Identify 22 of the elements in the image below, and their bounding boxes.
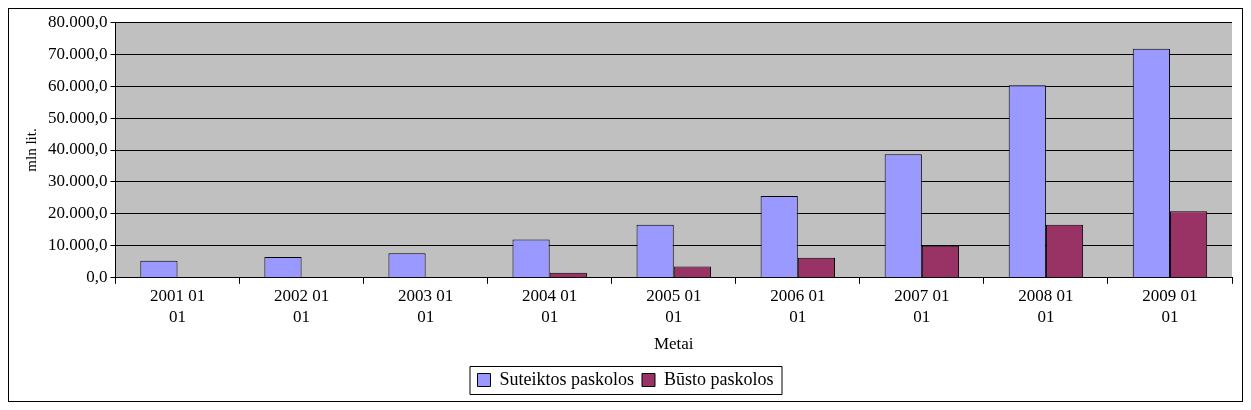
y-tick-label: 50.000,0 (48, 107, 108, 127)
x-tick-label: 2003 01 01 (398, 286, 454, 326)
y-tick-label: 80.000,0 (48, 11, 108, 31)
y-tick-label: 60.000,0 (48, 75, 108, 95)
y-tick-label: 10.000,0 (48, 235, 108, 255)
y-tick-label: 30.000,0 (48, 171, 108, 191)
y-axis-title: mln lit. (22, 128, 39, 172)
x-tick-label: 2007 01 01 (894, 286, 950, 326)
y-tick-label: 40.000,0 (48, 139, 108, 159)
legend-label: Būsto paskolos (664, 368, 774, 389)
x-tick-label: 2002 01 01 (273, 286, 330, 326)
x-tick-label: 2001 01 01 (149, 286, 206, 326)
x-tick-label: 2009 01 01 (1142, 286, 1198, 326)
y-tick-label: 20.000,0 (48, 203, 108, 223)
x-tick-label: 2008 01 01 (1018, 286, 1074, 326)
x-tick-label: 2006 01 01 (770, 286, 826, 326)
x-axis-title: Metai (653, 334, 694, 354)
legend-label: Suteiktos paskolos (499, 368, 635, 389)
y-tick-label: 70.000,0 (48, 43, 108, 63)
x-tick-label: 2004 01 01 (522, 286, 578, 326)
y-tick-label: 0,0 (86, 267, 108, 287)
x-tick-label: 2005 01 01 (646, 286, 702, 326)
